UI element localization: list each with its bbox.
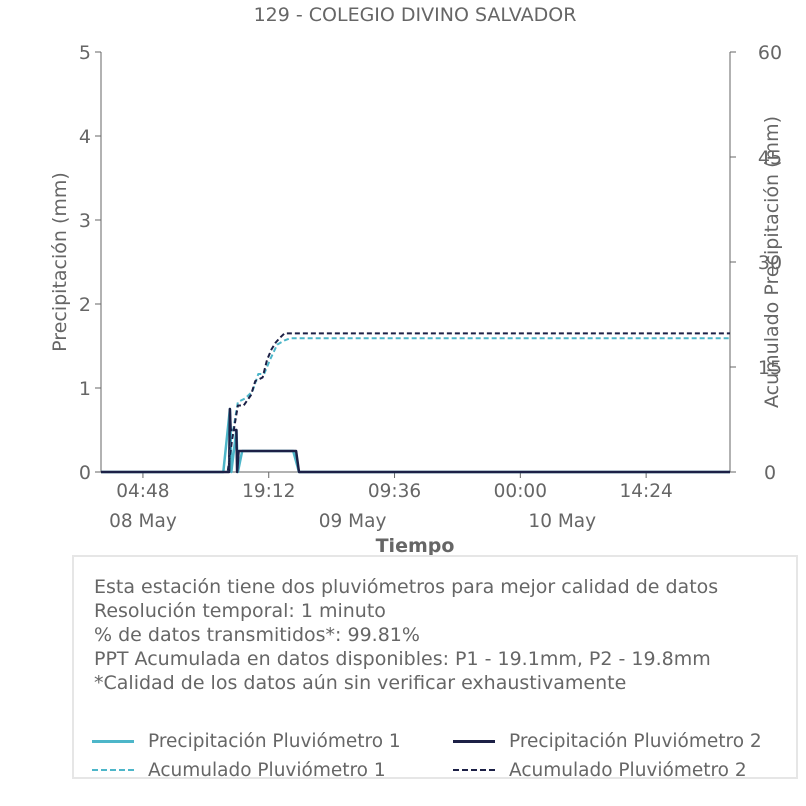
info-line-accumulated: PPT Acumulada en datos disponibles: P1 -… xyxy=(94,648,711,670)
x-axis-label: Tiempo xyxy=(376,535,455,557)
y2-tick-label: 15 xyxy=(758,357,782,379)
x-tick-label: 19:12 xyxy=(242,481,295,502)
y-tick-label: 0 xyxy=(79,462,91,484)
legend-swatch-acum-p1 xyxy=(92,769,134,771)
legend-label-precip-p2: Precipitación Pluviómetro 2 xyxy=(509,730,762,752)
info-line-quality-note: *Calidad de los datos aún sin verificar … xyxy=(94,672,627,694)
x-date-label: 08 May xyxy=(109,511,177,532)
x-date-label: 10 May xyxy=(528,511,596,532)
x-tick-label: 09:36 xyxy=(368,481,421,502)
legend-swatch-acum-p2 xyxy=(453,769,495,771)
y2-tick-label: 45 xyxy=(758,147,782,169)
info-line-transmitted: % de datos transmitidos*: 99.81% xyxy=(94,624,420,646)
legend-item-precip-p1: Precipitación Pluviómetro 1 xyxy=(92,729,401,753)
y-tick-label: 4 xyxy=(79,126,91,148)
chart-legend: Precipitación Pluviómetro 1 Precipitació… xyxy=(92,729,792,789)
precipitation-chart: 129 - COLEGIO DIVINO SALVADOR01234501530… xyxy=(49,4,783,557)
series-line-1 xyxy=(101,407,730,474)
info-line-two-gauges: Esta estación tiene dos pluviómetros par… xyxy=(94,576,719,598)
legend-label-acum-p1: Acumulado Pluviómetro 1 xyxy=(148,759,386,781)
legend-item-precip-p2: Precipitación Pluviómetro 2 xyxy=(453,729,762,753)
station-info: Esta estación tiene dos pluviómetros par… xyxy=(94,575,718,695)
legend-swatch-precip-p2 xyxy=(453,739,495,743)
x-tick-label: 14:24 xyxy=(619,481,672,502)
legend-item-acum-p2: Acumulado Pluviómetro 2 xyxy=(453,758,747,782)
legend-label-precip-p1: Precipitación Pluviómetro 1 xyxy=(148,730,401,752)
info-legend-box: Esta estación tiene dos pluviómetros par… xyxy=(72,555,798,781)
series-line-2 xyxy=(101,407,730,474)
y2-tick-label: 0 xyxy=(764,462,776,484)
y-tick-label: 5 xyxy=(79,42,91,64)
legend-swatch-precip-p1 xyxy=(92,739,134,743)
legend-label-acum-p2: Acumulado Pluviómetro 2 xyxy=(509,759,747,781)
x-tick-label: 00:00 xyxy=(494,481,547,502)
y2-tick-label: 30 xyxy=(758,252,782,274)
y2-tick-label: 60 xyxy=(758,42,782,64)
series-line-4 xyxy=(101,332,730,473)
y-tick-label: 1 xyxy=(79,378,91,400)
y-axis-label: Precipitación (mm) xyxy=(49,172,71,352)
x-tick-label: 04:48 xyxy=(116,481,169,502)
y2-axis-label: Acumulado Precipitación (mm) xyxy=(761,116,783,408)
info-line-resolution: Resolución temporal: 1 minuto xyxy=(94,600,386,622)
y-tick-label: 3 xyxy=(79,210,91,232)
series-line-3 xyxy=(101,337,730,473)
y-tick-label: 2 xyxy=(79,294,91,316)
x-date-label: 09 May xyxy=(319,511,387,532)
legend-item-acum-p1: Acumulado Pluviómetro 1 xyxy=(92,758,386,782)
chart-title: 129 - COLEGIO DIVINO SALVADOR xyxy=(254,4,577,26)
